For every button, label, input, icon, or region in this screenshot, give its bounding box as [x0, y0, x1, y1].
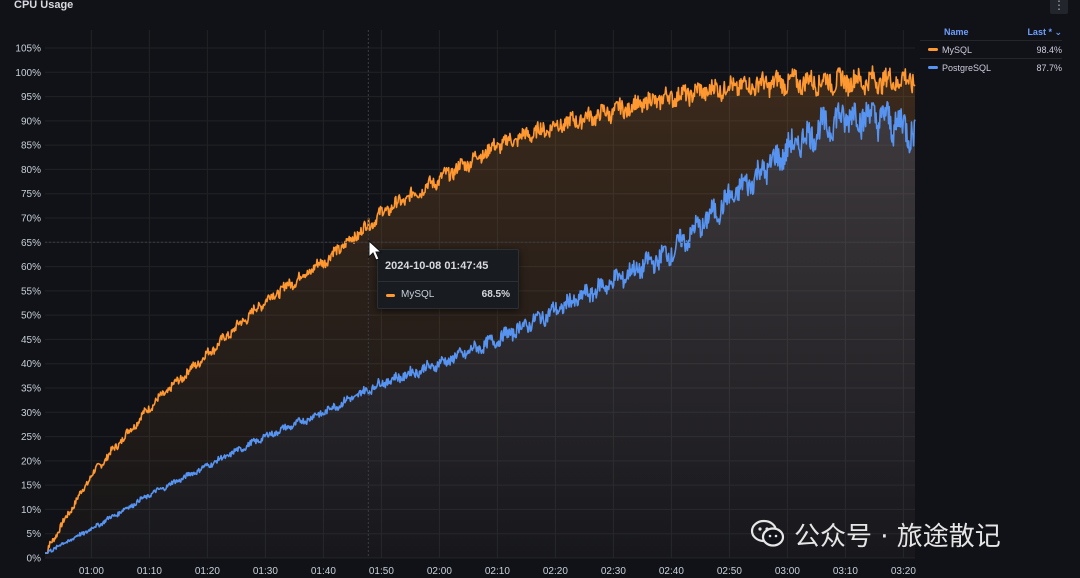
y-tick-label: 95% [21, 92, 41, 103]
x-tick-label: 01:10 [137, 566, 162, 577]
x-tick-label: 03:10 [833, 566, 858, 577]
x-tick-label: 01:00 [79, 566, 104, 577]
y-tick-label: 85% [21, 141, 41, 152]
y-tick-label: 45% [21, 335, 41, 346]
x-tick-label: 01:40 [311, 566, 336, 577]
x-tick-label: 02:00 [427, 566, 452, 577]
legend-header: Name Last * ⌄ [920, 24, 1062, 40]
postgresql-series-line [44, 101, 916, 554]
y-tick-label: 65% [21, 238, 41, 249]
postgresql-color-swatch [928, 66, 938, 69]
x-tick-label: 02:20 [543, 566, 568, 577]
wechat-icon [750, 519, 785, 547]
y-tick-label: 50% [21, 311, 41, 322]
y-tick-label: 25% [21, 432, 41, 443]
hover-tooltip: 2024-10-08 01:47:45 MySQL 68.5% [377, 249, 519, 309]
y-tick-label: 30% [21, 408, 41, 419]
y-tick-label: 60% [21, 262, 41, 273]
tooltip-series-name: MySQL [401, 289, 435, 300]
watermark-text: 公众号 · 旅途散记 [794, 521, 1001, 552]
y-tick-label: 90% [21, 116, 41, 127]
legend-table: Name Last * ⌄ MySQL 98.4% PostgreSQL 87.… [920, 24, 1062, 76]
tooltip-series-value: 68.5% [481, 289, 510, 300]
y-tick-label: 35% [21, 384, 41, 395]
x-tick-label: 01:20 [195, 566, 220, 577]
x-tick-label: 02:40 [659, 566, 684, 577]
legend-series-last: 98.4% [1036, 44, 1062, 55]
y-tick-label: 10% [21, 505, 41, 516]
y-tick-label: 105% [15, 44, 41, 55]
mysql-series-line [44, 65, 916, 554]
tooltip-color-swatch [386, 294, 395, 297]
x-tick-label: 02:50 [717, 566, 742, 577]
y-tick-label: 40% [21, 359, 41, 370]
panel-menu-icon[interactable]: ⋮ [1050, 0, 1068, 14]
panel-title: CPU Usage [14, 0, 74, 11]
y-tick-label: 100% [15, 68, 41, 79]
tooltip-time: 2024-10-08 01:47:45 [385, 260, 489, 272]
hover-crosshair [45, 30, 915, 558]
legend-series-name: MySQL [942, 44, 973, 55]
y-tick-label: 55% [21, 286, 41, 297]
legend-series-name: PostgreSQL [942, 62, 992, 73]
x-tick-label: 02:10 [485, 566, 510, 577]
x-tick-label: 01:50 [369, 566, 394, 577]
y-tick-label: 75% [21, 189, 41, 200]
legend-last-header[interactable]: Last * ⌄ [1027, 26, 1062, 37]
y-tick-label: 70% [21, 214, 41, 225]
x-tick-label: 03:00 [775, 566, 800, 577]
x-tick-label: 03:20 [891, 566, 916, 577]
tooltip-divider [378, 281, 518, 282]
x-tick-label: 02:30 [601, 566, 626, 577]
x-axis: 01:00 01:10 01:20 01:30 01:40 01:50 02:00 02:10… [79, 566, 916, 577]
y-axis: 0% 5% 10% 15% 20% 25% 30% 35% 40% 45% 50% 55% 60% 65%… [15, 44, 41, 565]
watermark: 公众号 · 旅途散记 [750, 516, 1001, 552]
mysql-color-swatch [928, 48, 938, 51]
y-tick-label: 15% [21, 481, 41, 492]
y-tick-label: 0% [27, 554, 42, 565]
postgresql-area [45, 101, 915, 559]
legend-row-postgresql[interactable]: PostgreSQL 87.7% [920, 58, 1062, 76]
chart-series [44, 65, 916, 559]
legend-row-mysql[interactable]: MySQL 98.4% [920, 40, 1062, 58]
y-tick-label: 5% [27, 529, 42, 540]
x-tick-label: 01:30 [253, 566, 278, 577]
y-tick-label: 20% [21, 456, 41, 467]
legend-series-last: 87.7% [1036, 62, 1062, 73]
mouse-cursor-icon [368, 240, 383, 261]
y-tick-label: 80% [21, 165, 41, 176]
legend-name-header[interactable]: Name [944, 27, 969, 37]
